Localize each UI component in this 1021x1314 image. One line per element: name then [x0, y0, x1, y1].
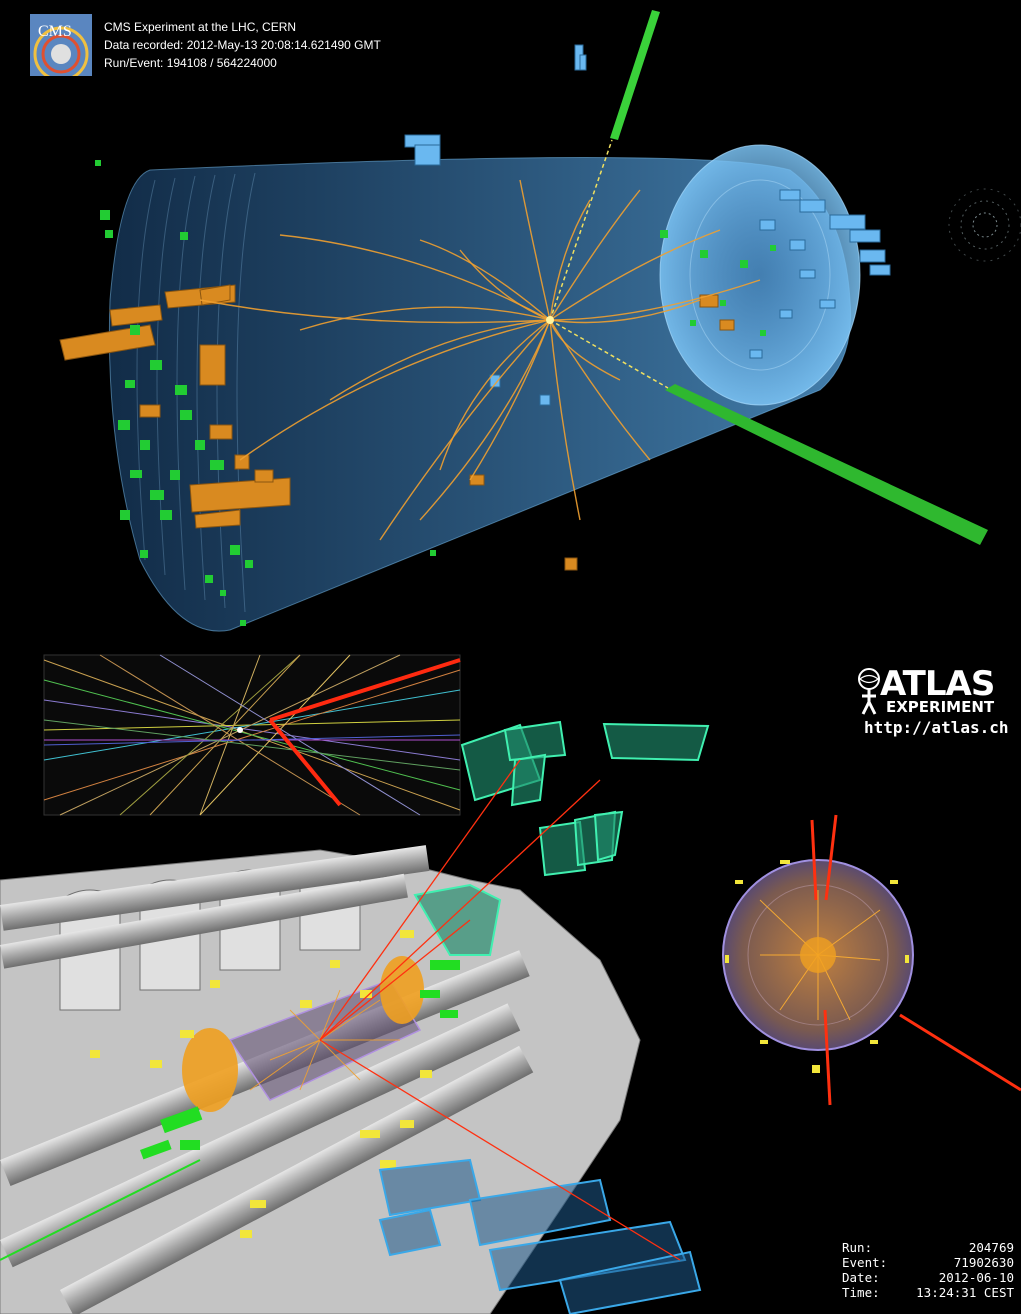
atlas-detector	[0, 720, 710, 1314]
forward-calorimeter	[948, 188, 1021, 262]
cms-experiment-line: CMS Experiment at the LHC, CERN	[104, 20, 297, 34]
cms-logo-text: CMS	[38, 23, 72, 40]
atlas-wordmark: ATLAS	[880, 664, 995, 704]
time-value: 13:24:31 CEST	[916, 1285, 1014, 1300]
atlas-green-hits	[139, 960, 460, 1160]
event-label: Event:	[842, 1255, 888, 1270]
atlas-subtitle: EXPERIMENT	[886, 698, 995, 716]
cms-tracks	[199, 179, 761, 541]
atlas-central-tracks	[249, 989, 400, 1091]
ecal-hits	[95, 160, 776, 626]
run-label: Run:	[842, 1240, 873, 1255]
time-label: Time:	[842, 1285, 880, 1300]
cms-logo: CMS	[30, 14, 92, 76]
atlas-figure-icon	[858, 668, 880, 715]
atlas-event-info: Run: 204769 Event: 71902630 Date: 2012-06-1…	[842, 1240, 1014, 1300]
atlas-muon-chambers-bottom	[378, 1158, 702, 1314]
date-label: Date:	[842, 1270, 880, 1285]
cms-header: CMS CMS Experiment at the LHC, CERN Data…	[30, 14, 460, 76]
atlas-green-track	[0, 1159, 201, 1261]
cms-photon-lower	[665, 384, 988, 545]
atlas-url: http://atlas.ch	[864, 718, 1009, 737]
cms-run-event-line: Run/Event: 194108 / 564224000	[104, 56, 277, 70]
atlas-muon-tracks	[319, 759, 681, 1261]
event-value: 71902630	[953, 1255, 1014, 1270]
atlas-muon-chambers-top	[413, 720, 710, 956]
left-border-artifact	[0, 0, 14, 190]
endcap-towers	[404, 44, 891, 406]
cms-date-line: Data recorded: 2012-May-13 20:08:14.6214…	[104, 38, 381, 52]
atlas-logo: ATLAS EXPERIMENT http://atlas.ch	[856, 664, 1009, 746]
cms-photon-upper-line	[549, 139, 613, 321]
run-value: 204769	[968, 1240, 1014, 1255]
cms-event-display	[0, 0, 1021, 632]
atlas-tracker-inset	[43, 654, 461, 816]
cms-photon-upper	[610, 10, 660, 140]
cms-endcap-inner	[689, 179, 831, 371]
atlas-endcap-right	[380, 956, 424, 1024]
atlas-end-view	[722, 814, 1021, 1106]
cms-photon-lower-line	[549, 319, 669, 389]
atlas-endcap-left	[182, 1028, 238, 1112]
cms-vertex	[546, 316, 554, 324]
date-value: 2012-06-10	[938, 1270, 1014, 1285]
atlas-yellow-hits	[90, 930, 432, 1238]
